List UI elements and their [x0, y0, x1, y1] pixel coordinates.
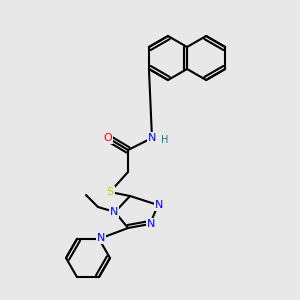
Text: N: N [110, 207, 118, 217]
Text: N: N [147, 219, 155, 229]
Text: N: N [148, 133, 156, 143]
Text: H: H [161, 135, 168, 145]
Text: S: S [106, 187, 114, 197]
Text: N: N [97, 233, 105, 243]
Text: N: N [155, 200, 163, 210]
Text: O: O [103, 133, 112, 143]
